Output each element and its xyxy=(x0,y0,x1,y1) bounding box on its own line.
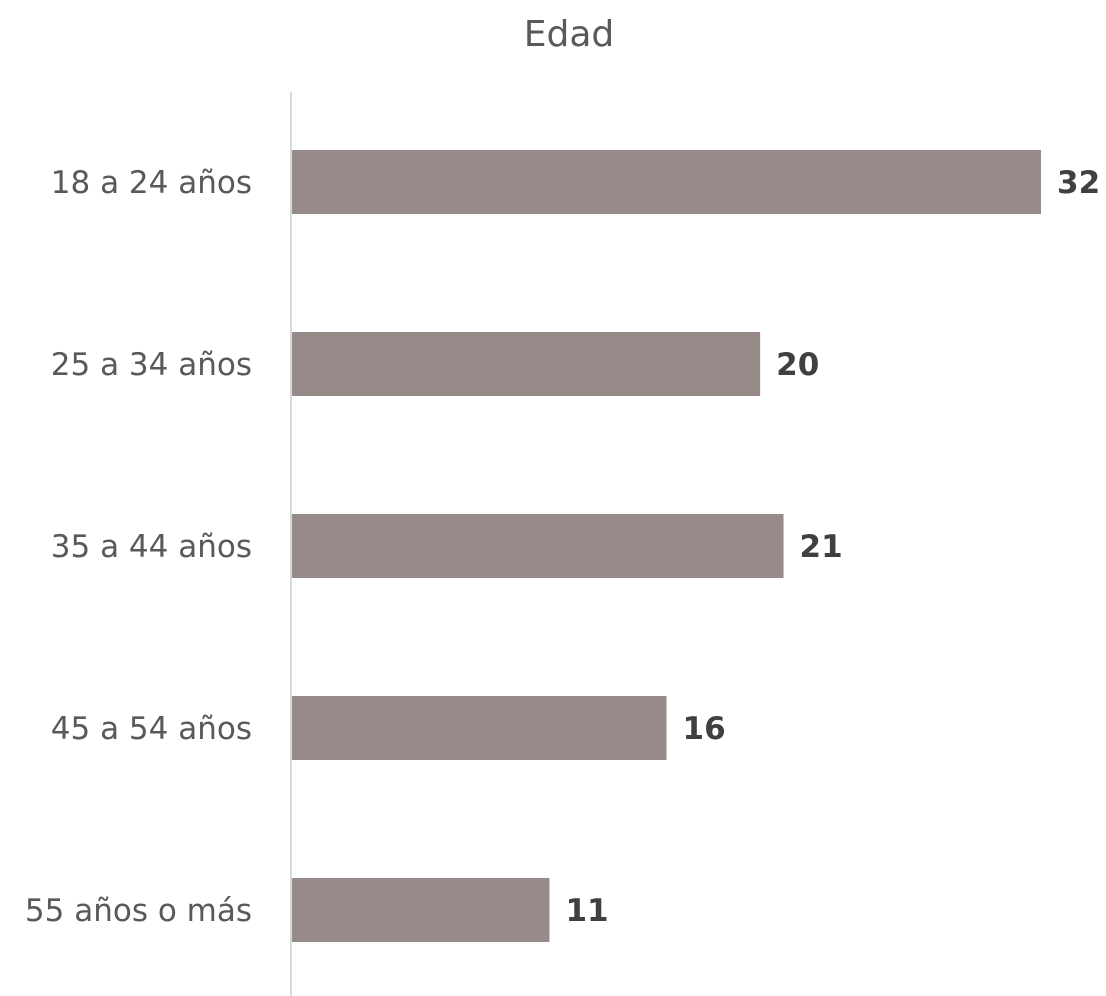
category-label: 18 a 24 años xyxy=(51,165,252,201)
value-label: 16 xyxy=(683,711,726,747)
bar xyxy=(292,696,667,760)
value-label: 21 xyxy=(800,529,843,565)
category-label: 35 a 44 años xyxy=(51,529,252,565)
category-label: 45 a 54 años xyxy=(51,711,252,747)
category-label: 55 años o más xyxy=(25,893,252,929)
value-label: 20 xyxy=(776,347,819,383)
category-label: 25 a 34 años xyxy=(51,347,252,383)
bar xyxy=(292,150,1041,214)
value-label: 11 xyxy=(565,893,608,929)
bar xyxy=(292,878,550,942)
value-label: 32 xyxy=(1057,165,1100,201)
bar xyxy=(292,514,784,578)
bars-layer: 18 a 24 años 32 25 a 34 años 20 35 a 44 años… xyxy=(25,150,1100,942)
bar xyxy=(292,332,761,396)
chart-title: Edad xyxy=(524,14,615,55)
